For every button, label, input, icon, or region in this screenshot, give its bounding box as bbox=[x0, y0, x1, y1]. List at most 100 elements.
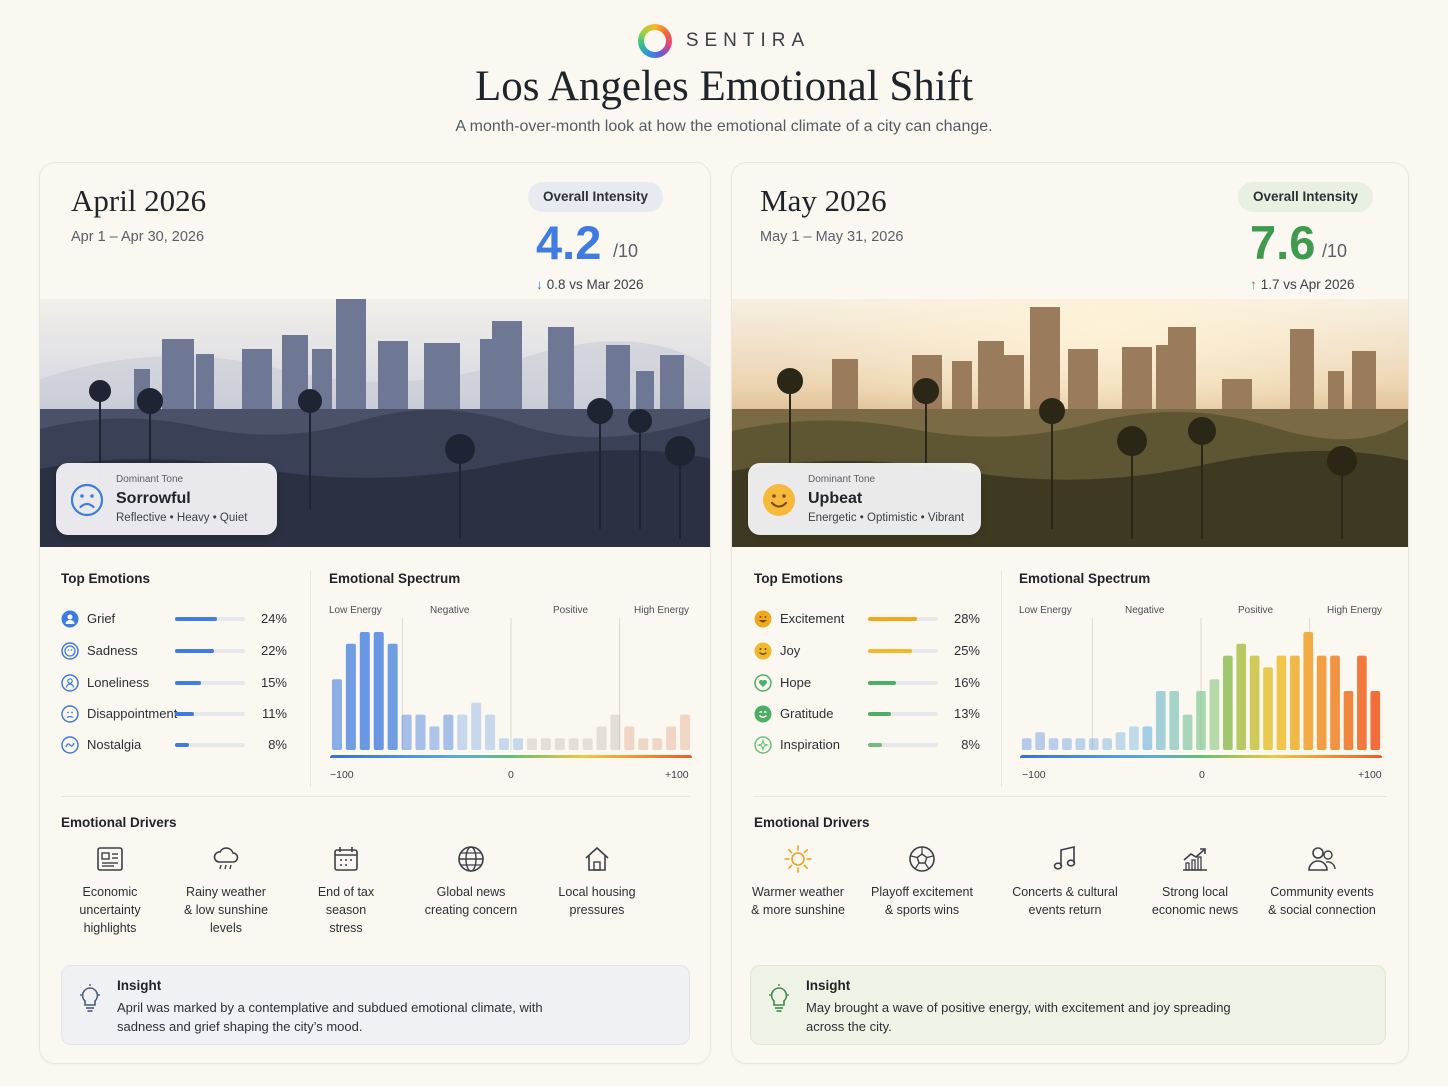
spectrum-bar bbox=[582, 738, 593, 750]
spectrum-bar bbox=[1142, 726, 1153, 750]
divider bbox=[310, 571, 311, 787]
spectrum-bar bbox=[680, 714, 691, 750]
emotion-bar-track bbox=[175, 649, 245, 653]
spectrum-label-positive: Positive bbox=[1238, 605, 1274, 616]
emotion-bar-fill bbox=[868, 743, 882, 747]
drivers-title: Emotional Drivers bbox=[754, 815, 870, 830]
spectrum-bar bbox=[1088, 738, 1099, 750]
spectrum-bar bbox=[1155, 691, 1166, 750]
spectrum-bar bbox=[526, 738, 537, 750]
people-icon bbox=[1308, 847, 1336, 871]
driver-text-line: & low sunshine bbox=[183, 903, 269, 917]
dominant-tone-card: Dominant Tone Upbeat Energetic • Optimis… bbox=[748, 463, 981, 535]
driver-text-line: creating concern bbox=[424, 903, 518, 917]
emotion-name: Hope bbox=[780, 675, 812, 690]
rain-cloud-icon bbox=[213, 847, 239, 870]
spectrum-bar bbox=[373, 632, 384, 750]
spectrum-label-low-energy: Low Energy bbox=[329, 605, 382, 616]
spectrum-scale-bar bbox=[330, 755, 692, 758]
emotion-name: Sadness bbox=[87, 643, 138, 658]
emotion-bar-fill bbox=[175, 649, 214, 653]
section-divider bbox=[753, 796, 1387, 797]
lightbulb-icon bbox=[769, 984, 789, 1012]
driver-tax: End of tax season stress bbox=[281, 843, 411, 937]
globe-icon bbox=[458, 846, 484, 872]
insight-title: Insight bbox=[806, 978, 851, 993]
page-header: SENTIRA Los Angeles Emotional Shift A mo… bbox=[0, 0, 1448, 150]
driver-text-line: End of tax bbox=[317, 885, 375, 899]
spectrum-bar bbox=[1222, 655, 1233, 750]
spectrum-label-negative: Negative bbox=[430, 605, 470, 616]
driver-weather: Warmer weather & more sunshine bbox=[733, 843, 863, 919]
emotion-percent: 11% bbox=[261, 706, 287, 721]
disappointed-face-icon bbox=[61, 705, 79, 723]
spectrum-label-negative: Negative bbox=[1125, 605, 1165, 616]
spectrum-label-low-energy: Low Energy bbox=[1019, 605, 1072, 616]
month-title: April 2026 bbox=[71, 183, 207, 218]
nostalgia-icon bbox=[61, 736, 79, 754]
spectrum-bar bbox=[666, 726, 677, 750]
driver-text-line: events return bbox=[1028, 903, 1102, 917]
spectrum-bar bbox=[415, 714, 426, 750]
driver-concerts: Concerts & cultural events return bbox=[1000, 843, 1130, 919]
emotion-bar-track bbox=[175, 743, 245, 747]
emotion-row: Disappointment 11% bbox=[61, 704, 287, 724]
spectrum-bar bbox=[499, 738, 510, 750]
emotion-bar-track bbox=[868, 743, 938, 747]
spark-icon bbox=[754, 736, 772, 754]
emotion-row: Joy 25% bbox=[754, 641, 980, 661]
emotion-bar-fill bbox=[175, 617, 217, 621]
month-title: May 2026 bbox=[760, 183, 887, 218]
insight-title: Insight bbox=[117, 978, 162, 993]
spectrum-bar bbox=[638, 738, 649, 750]
spectrum-bar bbox=[1062, 738, 1072, 750]
sad-face-icon bbox=[70, 483, 104, 517]
grin-face-icon bbox=[754, 610, 772, 628]
driver-text-line: stress bbox=[329, 921, 363, 935]
emotion-bar-track bbox=[868, 681, 938, 685]
driver-text-line: levels bbox=[210, 921, 242, 935]
emotion-bar-fill bbox=[868, 649, 912, 653]
spectrum-title: Emotional Spectrum bbox=[329, 571, 461, 586]
april-card: April 2026 Apr 1 – Apr 30, 2026 Overall … bbox=[39, 162, 711, 1064]
lightbulb-icon bbox=[80, 984, 100, 1012]
emotion-row: Grief 24% bbox=[61, 609, 287, 629]
newspaper-icon bbox=[97, 847, 123, 871]
emotion-bar-fill bbox=[175, 681, 201, 685]
spectrum-bar bbox=[331, 679, 342, 750]
emotion-name: Inspiration bbox=[780, 737, 840, 752]
spectrum-bar bbox=[540, 738, 551, 750]
spectrum-bar bbox=[1330, 655, 1340, 750]
emotion-row: Nostalgia 8% bbox=[61, 735, 287, 755]
emotion-bar-fill bbox=[175, 743, 189, 747]
emotion-name: Grief bbox=[87, 611, 116, 626]
smile-face-icon bbox=[754, 642, 772, 660]
dominant-tone-tags: Reflective • Heavy • Quiet bbox=[116, 512, 248, 524]
emotion-row: Gratitude 13% bbox=[754, 704, 980, 724]
spectrum-bar bbox=[1276, 655, 1287, 750]
spectrum-label-high-energy: High Energy bbox=[634, 605, 690, 616]
may-card: May 2026 May 1 – May 31, 2026 Overall In… bbox=[731, 162, 1409, 1064]
page-title: Los Angeles Emotional Shift bbox=[474, 63, 974, 110]
axis-zero-label: 0 bbox=[1199, 769, 1205, 781]
driver-text-line: economic news bbox=[1151, 903, 1239, 917]
spectrum-bar bbox=[1236, 643, 1247, 750]
person-icon bbox=[61, 610, 79, 628]
emotion-name: Gratitude bbox=[780, 706, 834, 721]
spectrum-bar bbox=[1021, 738, 1032, 750]
emotion-row: Inspiration 8% bbox=[754, 735, 980, 755]
driver-community: Community events & social connection bbox=[1257, 843, 1387, 919]
driver-economy: Strong local economic news bbox=[1130, 843, 1260, 919]
page-subtitle: A month-over-month look at how the emoti… bbox=[455, 118, 993, 135]
sad-face-icon bbox=[61, 642, 79, 660]
arrow-down-icon: ↓ bbox=[536, 277, 543, 292]
emotion-percent: 13% bbox=[953, 706, 980, 721]
gratitude-icon bbox=[754, 705, 772, 723]
intensity-scale: /10 bbox=[613, 241, 639, 261]
dominant-tone-name: Sorrowful bbox=[116, 490, 191, 507]
dominant-tone-label: Dominant Tone bbox=[808, 474, 876, 485]
section-divider bbox=[61, 796, 690, 797]
spectrum-bar bbox=[443, 714, 454, 750]
intensity-delta: ↓ 0.8 vs Mar 2026 bbox=[536, 277, 644, 292]
intensity-label: Overall Intensity bbox=[1238, 182, 1374, 212]
